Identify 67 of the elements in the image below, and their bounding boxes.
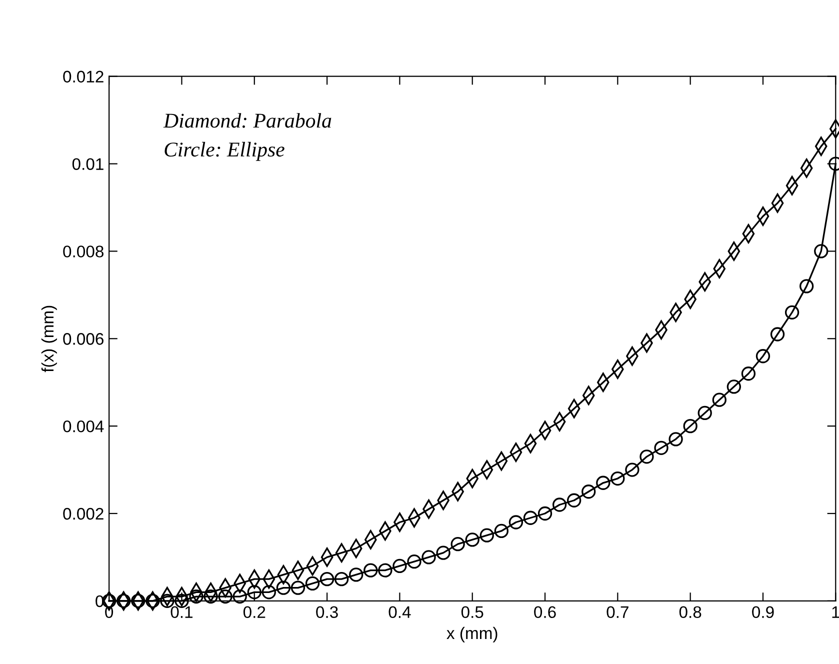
point <box>364 563 378 578</box>
point <box>189 589 204 604</box>
point <box>218 589 232 604</box>
point <box>552 498 567 512</box>
point <box>683 418 698 434</box>
point <box>566 493 582 508</box>
point <box>204 589 218 604</box>
y-tick-label: 0.012 <box>63 70 104 83</box>
point <box>407 554 422 569</box>
point <box>232 589 247 604</box>
point <box>480 528 494 542</box>
point <box>116 594 131 608</box>
y-axis-title: f(x) (mm) <box>41 306 57 372</box>
point <box>422 550 436 564</box>
point <box>784 305 800 320</box>
point <box>508 515 524 530</box>
x-tick-label: 0.9 <box>752 606 774 618</box>
x-tick-label: 0.8 <box>679 606 702 618</box>
point <box>538 506 552 521</box>
x-tick-label: 0.4 <box>388 606 411 618</box>
point <box>247 585 262 600</box>
x-tick-label: 0.2 <box>243 606 266 618</box>
y-tick-label: 0.004 <box>63 420 104 432</box>
annotation: Circle: Ellipse <box>164 142 284 161</box>
point <box>741 366 756 381</box>
point <box>378 563 392 578</box>
point <box>131 594 146 608</box>
x-axis-title: x (mm) <box>446 626 498 642</box>
point <box>814 244 828 258</box>
point <box>450 537 465 552</box>
point <box>698 406 712 420</box>
point <box>290 580 306 595</box>
point <box>726 380 742 394</box>
point <box>349 568 364 582</box>
point <box>494 524 509 538</box>
point <box>799 279 814 294</box>
point <box>523 510 538 525</box>
point <box>276 580 291 595</box>
y-tick-label: 0.008 <box>63 246 104 258</box>
point <box>610 471 625 486</box>
point <box>596 476 610 490</box>
point <box>654 440 668 456</box>
annotation: Diamond: Parabola <box>163 113 332 128</box>
y-tick-label: 0.002 <box>63 508 104 520</box>
point <box>146 594 160 608</box>
point <box>334 572 349 586</box>
point <box>305 576 320 591</box>
point <box>770 327 785 342</box>
point <box>582 484 596 499</box>
point <box>436 546 450 560</box>
point <box>465 532 480 547</box>
x-tick-label: 0.5 <box>461 606 484 618</box>
y-tick-label: 0.01 <box>72 158 104 170</box>
y-tick-label: 0.006 <box>63 333 104 345</box>
point <box>262 585 276 600</box>
point <box>640 450 654 464</box>
x-tick-label: 1 <box>832 606 839 618</box>
x-tick-label: 0.3 <box>316 606 338 618</box>
x-tick-label: 0.1 <box>170 606 192 618</box>
point <box>625 462 640 477</box>
point <box>668 432 683 446</box>
point <box>392 558 407 574</box>
point <box>756 349 770 364</box>
point <box>712 392 726 407</box>
x-tick-label: 0.6 <box>534 606 556 618</box>
x-tick-label: 0.7 <box>606 606 628 618</box>
point <box>320 572 334 586</box>
